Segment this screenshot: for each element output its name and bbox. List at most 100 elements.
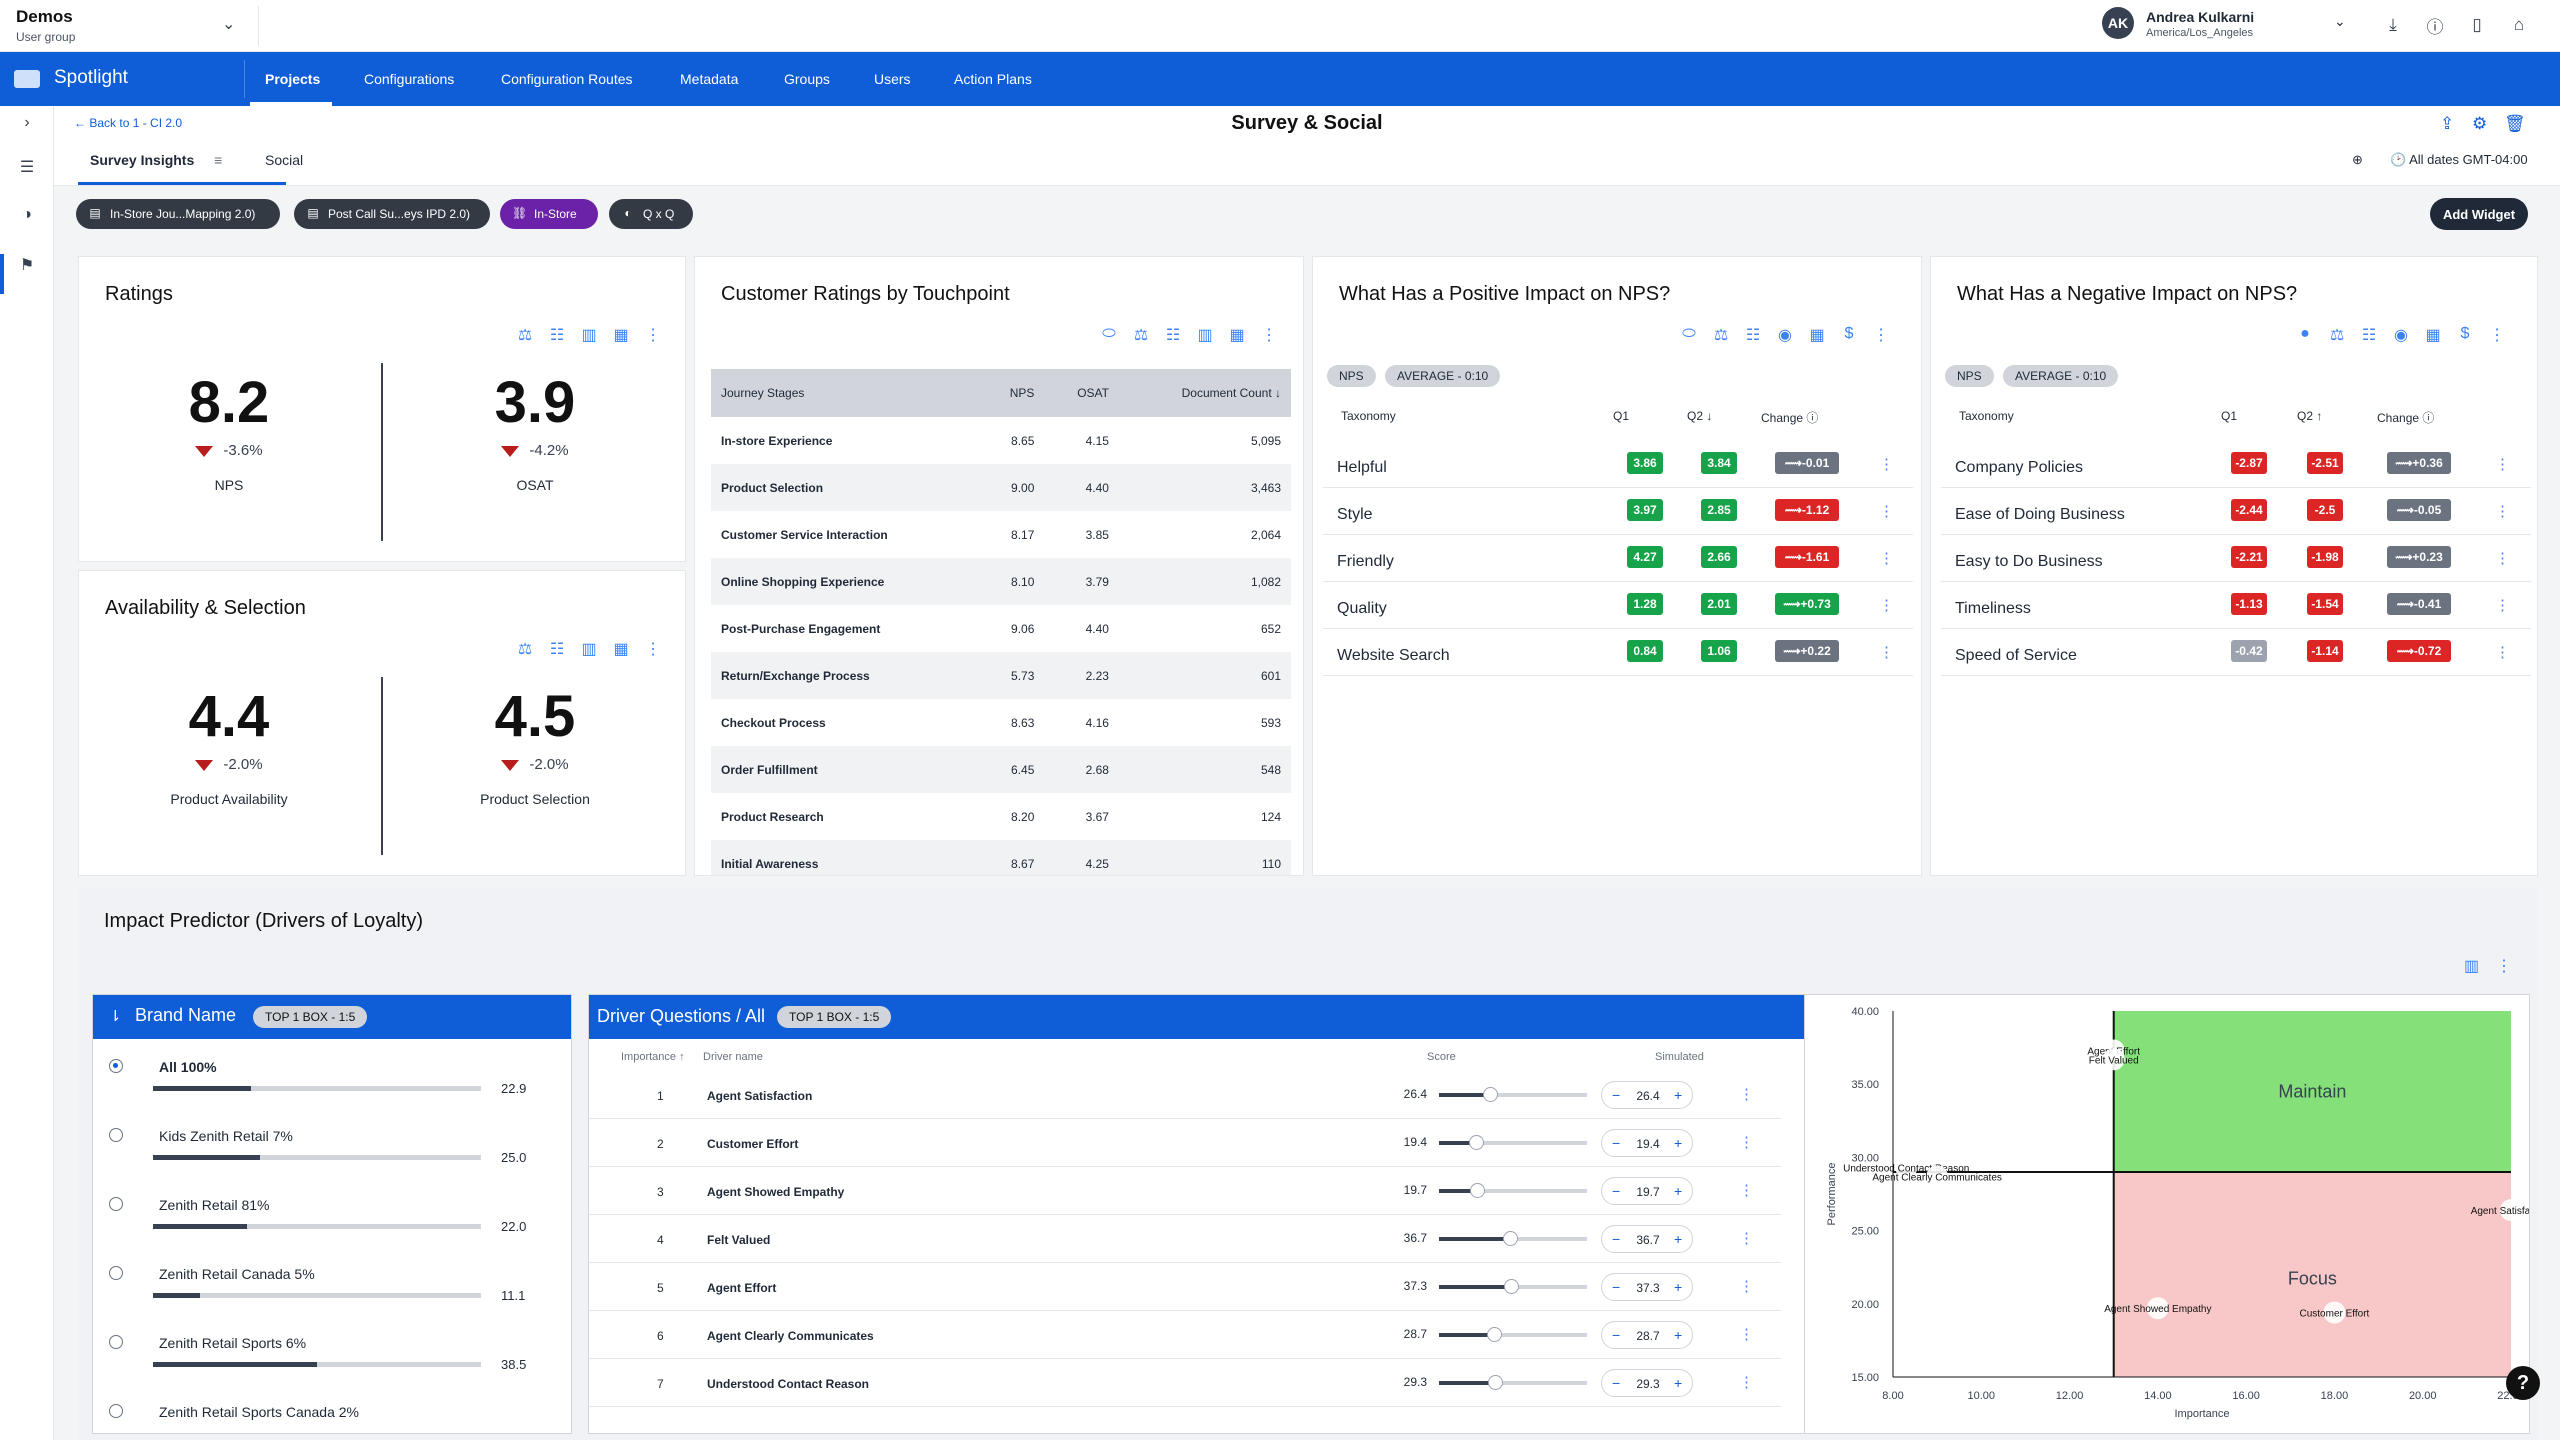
simulated-stepper[interactable]: − 19.7 +	[1601, 1177, 1693, 1205]
row-menu-icon[interactable]: ⋮	[2495, 597, 2510, 614]
calendar-icon[interactable]: ▦	[613, 327, 629, 344]
driver-row[interactable]: 3 Agent Showed Empathy 19.7 − 19.7 + ⋮	[589, 1167, 1781, 1215]
row-menu-icon[interactable]: ⋮	[1879, 503, 1894, 520]
table-row[interactable]: Initial Awareness 8.67 4.25 110	[711, 840, 1291, 875]
nav-item-configurations[interactable]: Configurations	[364, 71, 455, 87]
column-header[interactable]: Importance ↑	[621, 1051, 685, 1063]
table-row[interactable]: Online Shopping Experience 8.10 3.79 1,082	[711, 558, 1291, 605]
table-row[interactable]: Order Fulfillment 6.45 2.68 548	[711, 746, 1291, 793]
plus-icon[interactable]: +	[1674, 1231, 1683, 1247]
simulated-stepper[interactable]: − 28.7 +	[1601, 1321, 1693, 1349]
driver-row[interactable]: 5 Agent Effort 37.3 − 37.3 + ⋮	[589, 1263, 1781, 1311]
brand-option[interactable]: Zenith Retail Sports Canada 2%	[93, 1404, 571, 1433]
simulation-slider[interactable]	[1439, 1327, 1587, 1342]
row-menu-icon[interactable]: ⋮	[1739, 1374, 1754, 1391]
comment-icon[interactable]: ●	[2300, 325, 2310, 342]
nav-item-users[interactable]: Users	[874, 71, 911, 87]
row-menu-icon[interactable]: ⋮	[1739, 1086, 1754, 1103]
simulation-slider[interactable]	[1439, 1183, 1587, 1198]
more-icon[interactable]: ⋮	[645, 641, 661, 658]
tag-icon[interactable]: ⬭	[1682, 325, 1696, 342]
more-icon[interactable]: ⋮	[2496, 958, 2512, 975]
help-button[interactable]: ?	[2506, 1366, 2540, 1400]
balance-icon[interactable]: ⚖	[517, 641, 533, 658]
pill[interactable]: NPS	[1327, 365, 1376, 387]
plus-icon[interactable]: +	[1674, 1087, 1683, 1103]
bar-chart-icon[interactable]: ▥	[1197, 327, 1213, 344]
brand-option[interactable]: Zenith Retail Canada 5% 11.1	[93, 1266, 571, 1335]
trash-icon[interactable]: 🗑	[2504, 114, 2526, 133]
driver-row[interactable]: 6 Agent Clearly Communicates 28.7 − 28.7 + ⋮	[589, 1311, 1781, 1359]
row-menu-icon[interactable]: ⋮	[1739, 1182, 1754, 1199]
minus-icon[interactable]: −	[1612, 1135, 1621, 1151]
chevron-down-icon[interactable]: ⌄	[222, 16, 236, 33]
add-circle-icon[interactable]: ⊕	[2352, 152, 2363, 167]
row-menu-icon[interactable]: ⋮	[1879, 597, 1894, 614]
column-header[interactable]: Document Count ↓	[1118, 369, 1291, 417]
nav-item-configuration-routes[interactable]: Configuration Routes	[501, 71, 633, 87]
minus-icon[interactable]: −	[1612, 1327, 1621, 1343]
slider-handle[interactable]	[1503, 1279, 1519, 1294]
brand-option[interactable]: All 100% 22.9	[93, 1059, 571, 1128]
more-icon[interactable]: ⋮	[1261, 327, 1277, 344]
radio-button[interactable]	[109, 1266, 123, 1280]
impact-row[interactable]: Helpful 3.86 3.84 ⟿-0.01 ⋮	[1323, 441, 1913, 488]
impact-row[interactable]: Timeliness -1.13 -1.54 ⟿-0.41 ⋮	[1941, 582, 2531, 629]
tab-social[interactable]: Social	[265, 152, 304, 168]
impact-row[interactable]: Website Search 0.84 1.06 ⟿+0.22 ⋮	[1323, 629, 1913, 676]
column-header[interactable]: NPS	[980, 369, 1045, 417]
table-row[interactable]: Post-Purchase Engagement 9.06 4.40 652	[711, 605, 1291, 652]
tab-survey-insights[interactable]: Survey Insights ≡	[90, 152, 222, 168]
expand-icon[interactable]: ›	[24, 114, 30, 131]
filter-chip[interactable]: ▤ Post Call Su...eys IPD 2.0)	[294, 199, 490, 229]
calendar-icon[interactable]: ▦	[613, 641, 629, 658]
slider-handle[interactable]	[1502, 1231, 1518, 1246]
simulation-slider[interactable]	[1439, 1087, 1587, 1102]
download-icon[interactable]: ⤓	[2389, 15, 2397, 34]
radio-button[interactable]	[109, 1197, 123, 1211]
plus-icon[interactable]: +	[1674, 1183, 1683, 1199]
gear-icon[interactable]: ⚙	[2472, 114, 2488, 133]
impact-row[interactable]: Ease of Doing Business -2.44 -2.5 ⟿-0.05 ⋮	[1941, 488, 2531, 535]
row-menu-icon[interactable]: ⋮	[2495, 550, 2510, 567]
minus-icon[interactable]: −	[1612, 1279, 1621, 1295]
simulation-slider[interactable]	[1439, 1135, 1587, 1150]
table-row[interactable]: Checkout Process 8.63 4.16 593	[711, 699, 1291, 746]
bar-chart-icon[interactable]: ▥	[581, 641, 597, 658]
driver-row[interactable]: 7 Understood Contact Reason 29.3 − 29.3 + ⋮	[589, 1359, 1781, 1407]
filter-icon[interactable]: ☷	[549, 327, 565, 344]
add-widget-button[interactable]: Add Widget	[2430, 198, 2528, 230]
column-header[interactable]: Journey Stages	[711, 369, 981, 417]
row-menu-icon[interactable]: ⋮	[2495, 503, 2510, 520]
slider-handle[interactable]	[1487, 1327, 1503, 1342]
impact-row[interactable]: Company Policies -2.87 -2.51 ⟿+0.36 ⋮	[1941, 441, 2531, 488]
filter-icon[interactable]: ☷	[1165, 327, 1181, 344]
radio-button[interactable]	[109, 1128, 123, 1142]
table-row[interactable]: Product Selection 9.00 4.40 3,463	[711, 464, 1291, 511]
brand-option[interactable]: Zenith Retail 81% 22.0	[93, 1197, 571, 1266]
nav-item-action-plans[interactable]: Action Plans	[954, 71, 1032, 87]
slider-handle[interactable]	[1482, 1087, 1498, 1102]
minus-icon[interactable]: −	[1612, 1087, 1621, 1103]
avatar[interactable]: AK	[2102, 7, 2134, 39]
nav-item-projects[interactable]: Projects	[265, 71, 321, 87]
more-icon[interactable]: ⋮	[1873, 327, 1889, 344]
simulation-slider[interactable]	[1439, 1279, 1587, 1294]
row-menu-icon[interactable]: ⋮	[1739, 1278, 1754, 1295]
eye-icon[interactable]: ◉	[1778, 327, 1792, 344]
nav-item-groups[interactable]: Groups	[784, 71, 830, 87]
simulated-stepper[interactable]: − 37.3 +	[1601, 1273, 1693, 1301]
simulation-slider[interactable]	[1439, 1231, 1587, 1246]
share-icon[interactable]: ⇪	[2440, 114, 2455, 133]
plus-icon[interactable]: +	[1674, 1135, 1683, 1151]
back-link[interactable]: ← Back to 1 - CI 2.0	[74, 116, 183, 130]
slider-handle[interactable]	[1469, 1183, 1485, 1198]
filter-chip[interactable]: ▤ In-Store Jou...Mapping 2.0)	[76, 199, 280, 229]
driver-row[interactable]: 2 Customer Effort 19.4 − 19.4 + ⋮	[589, 1119, 1781, 1167]
pill[interactable]: AVERAGE - 0:10	[2003, 365, 2119, 387]
column-header[interactable]: Q2 ↓	[1687, 409, 1712, 423]
dollar-icon[interactable]: $	[1844, 325, 1854, 342]
balance-icon[interactable]: ⚖	[2329, 327, 2345, 344]
eye-icon[interactable]: ◉	[2394, 327, 2408, 344]
calendar-icon[interactable]: ▦	[2425, 327, 2441, 344]
